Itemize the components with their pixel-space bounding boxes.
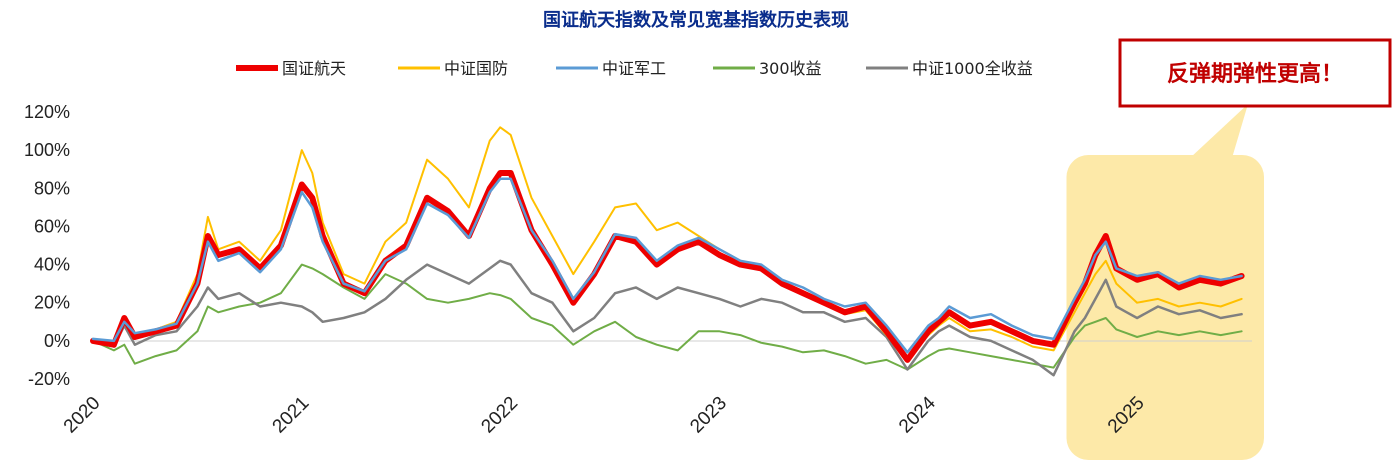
legend-label: 中证国防	[444, 59, 508, 78]
y-tick-label: 60%	[34, 216, 70, 236]
x-axis: 2020 2021 2022 2023 2024 2025	[60, 392, 1149, 437]
callout-pointer	[1190, 104, 1248, 158]
y-tick-label: 80%	[34, 178, 70, 198]
series-lines	[90, 126, 1245, 377]
series-line	[90, 170, 1245, 363]
legend-label: 中证军工	[602, 59, 666, 78]
series-line	[91, 177, 1243, 354]
highlight-rebound-period	[1066, 155, 1264, 460]
y-tick-label: 40%	[34, 255, 70, 275]
y-tick-label: 0%	[44, 331, 70, 351]
y-axis: -20% 0% 20% 40% 60% 80% 100% 120%	[24, 102, 70, 389]
chart-title: 国证航天指数及常见宽基指数历史表现	[543, 9, 849, 31]
x-tick-label: 2020	[60, 393, 105, 438]
y-tick-label: -20%	[28, 369, 70, 389]
x-tick-label: 2022	[477, 393, 522, 438]
series-line	[92, 126, 1243, 361]
y-tick-label: 20%	[34, 293, 70, 313]
callout-text: 反弹期弹性更高！	[1167, 61, 1343, 87]
x-tick-label: 2024	[895, 392, 940, 437]
y-tick-label: 120%	[24, 102, 70, 122]
legend-label: 国证航天	[282, 59, 346, 78]
legend: 国证航天 中证国防 中证军工 300收益 中证1000全收益	[236, 59, 1033, 78]
series-line	[91, 259, 1243, 377]
series-line	[92, 263, 1243, 371]
x-tick-label: 2023	[686, 393, 731, 438]
callout-frame	[1118, 38, 1392, 108]
y-tick-label: 100%	[24, 140, 70, 160]
x-tick-label: 2021	[269, 393, 314, 438]
legend-label: 中证1000全收益	[912, 59, 1033, 78]
legend-label: 300收益	[759, 59, 822, 78]
callout-box: 反弹期弹性更高！	[1118, 38, 1392, 108]
